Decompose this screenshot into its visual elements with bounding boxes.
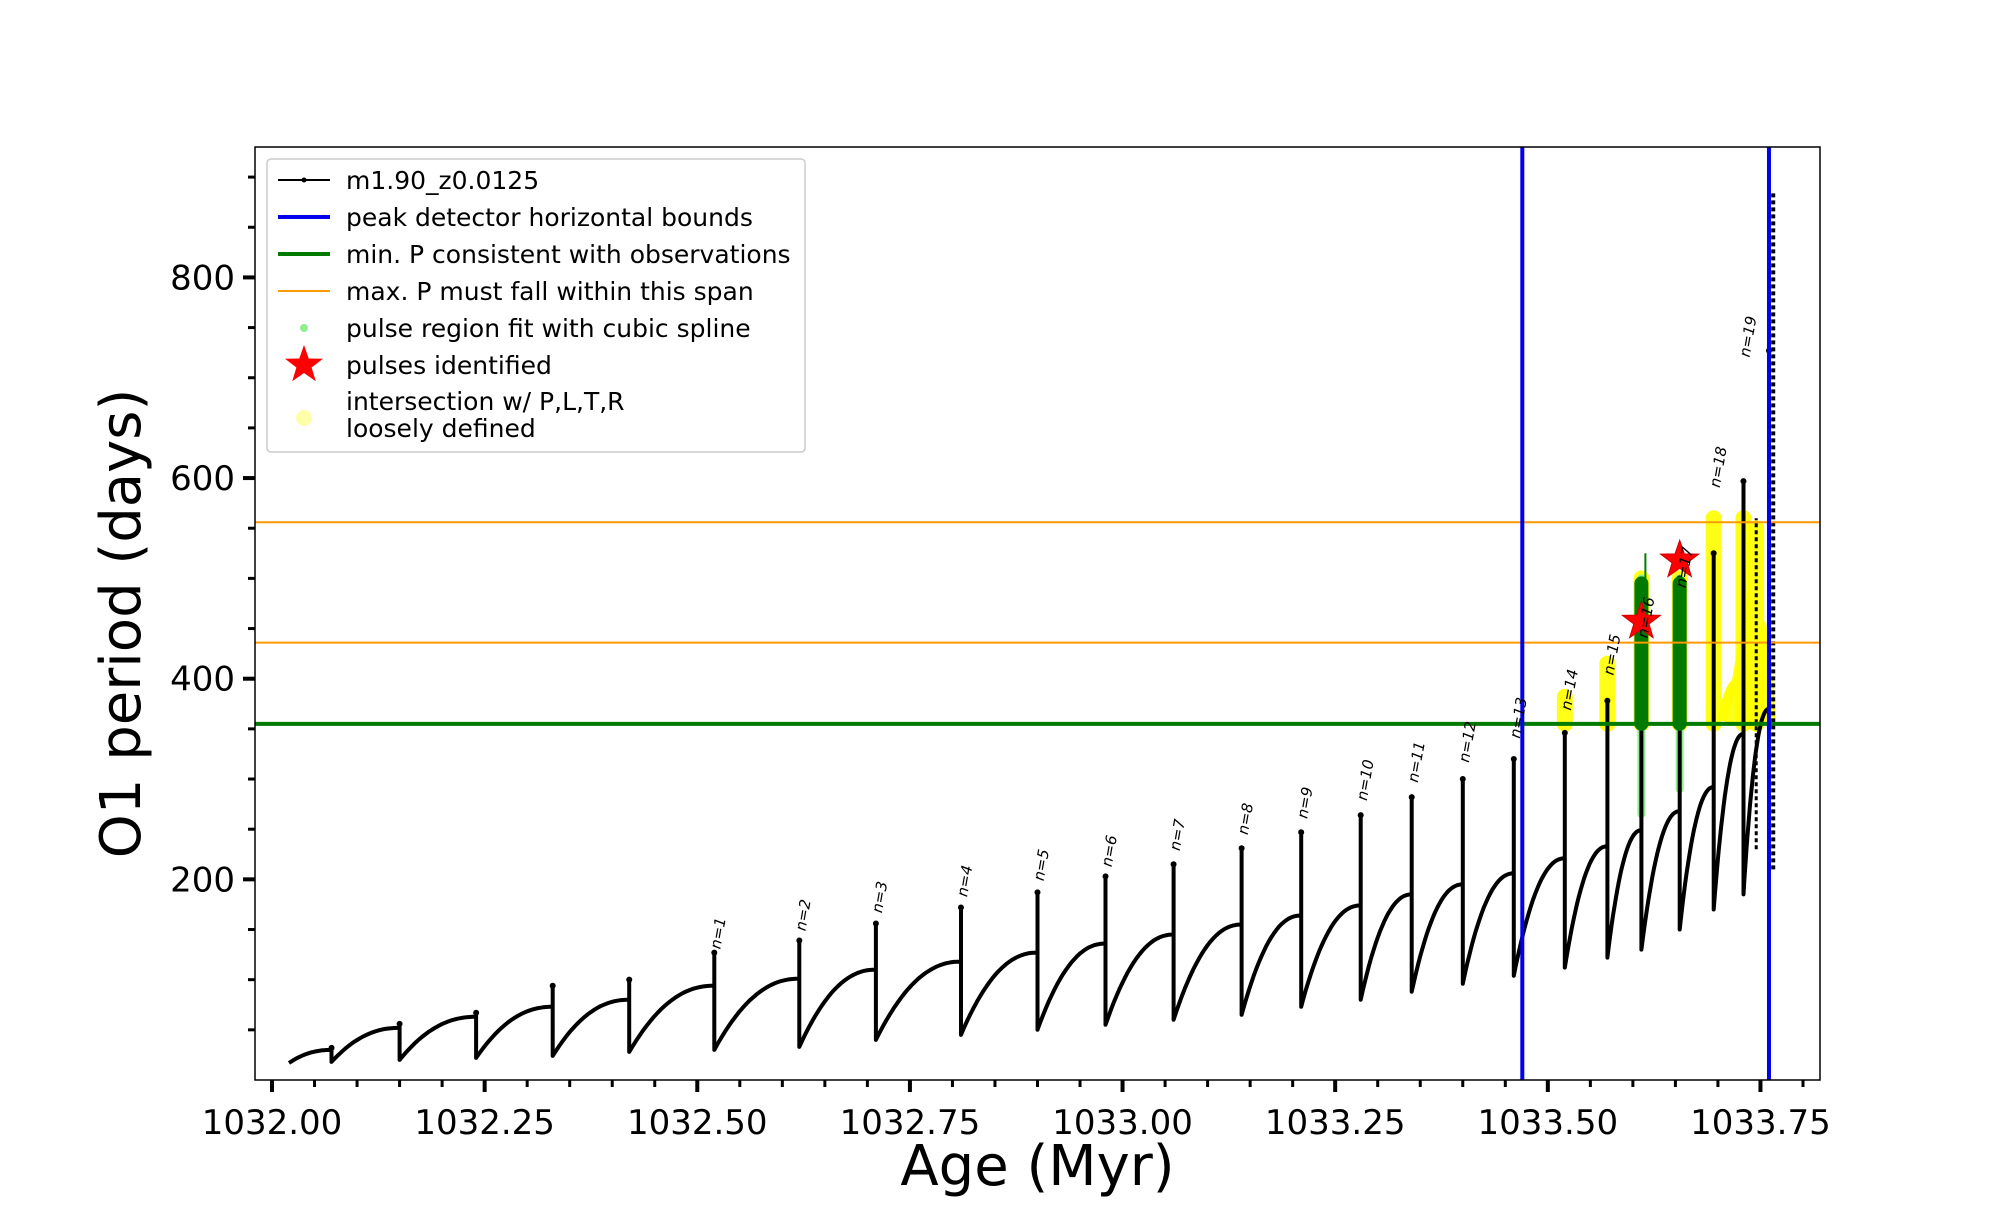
- x-tick-label-1: 1032.25: [414, 1103, 555, 1143]
- x-tick-label-7: 1033.75: [1690, 1103, 1831, 1143]
- spike-peak-point-15: [1408, 794, 1415, 801]
- y-tick-label-2: 600: [170, 459, 235, 499]
- pulse-label-3: n=3: [868, 880, 891, 914]
- x-tick-label-2: 1032.50: [627, 1103, 768, 1143]
- pulse-label-15: n=15: [1600, 633, 1625, 677]
- legend-label-4: pulse region fit with cubic spline: [346, 314, 751, 343]
- spike-peak-point-4: [626, 976, 633, 983]
- legend-label-0: m1.90_z0.0125: [346, 166, 539, 195]
- x-tick-label-4: 1033.00: [1052, 1103, 1193, 1143]
- x-tick-label-5: 1033.25: [1265, 1103, 1406, 1143]
- legend-label-5: pulses identified: [346, 351, 552, 380]
- pulse-label-12: n=12: [1455, 720, 1480, 764]
- x-tick-label-3: 1032.75: [840, 1103, 981, 1143]
- spike-peak-point-23: [1740, 478, 1747, 485]
- spike-peak-point-5: [711, 949, 718, 956]
- x-axis-title: Age (Myr): [900, 1134, 1174, 1199]
- pulse-label-1: n=1: [707, 916, 730, 950]
- loosely-defined-arc-2: [1717, 678, 1743, 722]
- spike-peak-point-1: [396, 1020, 403, 1027]
- spike-peak-point-14: [1357, 812, 1364, 819]
- spike-peak-point-11: [1170, 861, 1177, 868]
- legend-label-6b: loosely defined: [346, 414, 536, 443]
- spike-peak-point-10: [1102, 873, 1109, 880]
- spike-peak-point-13: [1298, 829, 1305, 836]
- pulse-label-14: n=14: [1557, 668, 1582, 712]
- y-axis-title: O1 period (days): [89, 389, 154, 859]
- y-tick-label-3: 800: [170, 258, 235, 298]
- spike-peak-point-6: [796, 937, 803, 944]
- spike-peak-point-3: [549, 982, 556, 989]
- spike-peak-point-0: [328, 1044, 335, 1051]
- spike-peak-point-7: [872, 920, 879, 927]
- series-line: [287, 350, 1771, 1065]
- pulse-label-6: n=6: [1098, 834, 1121, 868]
- spike-peak-point-9: [1034, 889, 1041, 896]
- legend-swatch-spline: [300, 324, 308, 332]
- legend-swatch-loosely: [296, 410, 312, 426]
- legend-label-3: max. P must fall within this span: [346, 277, 754, 306]
- pulse-label-11: n=11: [1404, 740, 1429, 784]
- spike-peak-point-19: [1604, 697, 1611, 704]
- y-tick-label-0: 200: [170, 860, 235, 900]
- spike-peak-point-17: [1510, 755, 1517, 762]
- spike-peak-point-12: [1238, 845, 1245, 852]
- pulse-label-7: n=7: [1166, 817, 1189, 852]
- pulse-label-8: n=8: [1234, 802, 1257, 836]
- y-tick-label-1: 400: [170, 660, 235, 700]
- plot-content: n=1 n=2 n=3 n=4 n=5 n=6 n=7 n=8 n=9 n=10 n=11 n=12 n…: [255, 147, 1820, 1080]
- pulse-label-2: n=2: [792, 898, 815, 932]
- pulse-identified-star-1: [1659, 538, 1701, 578]
- pulse-label-4: n=4: [953, 864, 976, 898]
- legend-label-1: peak detector horizontal bounds: [346, 203, 753, 232]
- x-tick-label-6: 1033.50: [1478, 1103, 1619, 1143]
- legend-swatch-star: [285, 345, 323, 382]
- spike-peak-point-2: [473, 1009, 480, 1016]
- spike-peak-point-16: [1459, 776, 1466, 783]
- spike-peak-point-8: [957, 904, 964, 911]
- axes: 1032.00 1032.25 1032.50 1032.75 1033.00 1033.…: [89, 146, 1831, 1199]
- x-tick-label-0: 1032.00: [202, 1103, 343, 1143]
- spike-peak-point-18: [1561, 729, 1568, 736]
- pulse-identified-star-0: [1620, 599, 1662, 639]
- pulse-label-19: n=19: [1736, 315, 1761, 359]
- spike-peak-point-22: [1710, 550, 1717, 557]
- pulse-label-18: n=18: [1706, 445, 1731, 489]
- legend-label-6: intersection w/ P,L,T,R: [346, 387, 625, 416]
- legend-box: [266, 158, 806, 453]
- legend-swatch-series-dot: [301, 177, 307, 183]
- pulse-label-10: n=10: [1353, 758, 1378, 802]
- pulse-label-9: n=9: [1293, 786, 1316, 820]
- legend-label-2: min. P consistent with observations: [346, 240, 791, 269]
- plot-area: n=1 n=2 n=3 n=4 n=5 n=6 n=7 n=8 n=9 n=10 n=11 n=12 n…: [255, 147, 1820, 1080]
- pulse-label-5: n=5: [1030, 848, 1053, 882]
- pulse-label-13: n=13: [1506, 696, 1531, 740]
